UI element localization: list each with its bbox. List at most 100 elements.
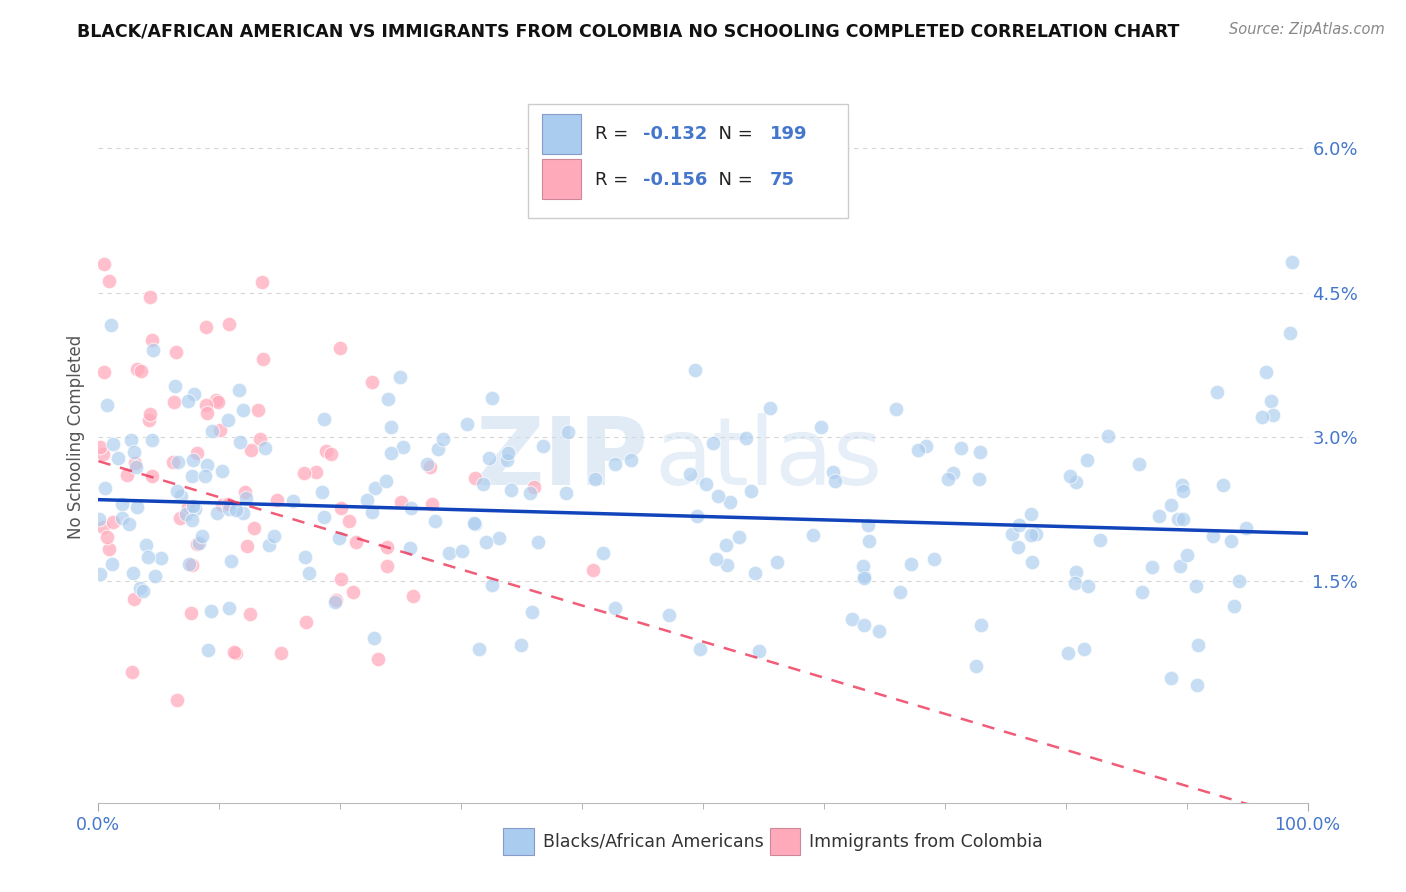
Text: Blacks/African Americans: Blacks/African Americans — [543, 832, 763, 851]
Point — [852, 618, 875, 632]
Point — [139, 407, 162, 421]
Point — [200, 425, 222, 439]
Point — [1064, 475, 1087, 489]
Point — [520, 606, 543, 620]
Point — [583, 472, 606, 486]
Point — [1223, 599, 1246, 613]
Point — [180, 558, 202, 573]
Point — [165, 378, 187, 392]
Point — [685, 363, 707, 377]
Point — [1173, 512, 1195, 526]
FancyBboxPatch shape — [769, 828, 800, 855]
Point — [415, 457, 437, 471]
Point — [170, 489, 193, 503]
Point — [766, 555, 789, 569]
Point — [748, 644, 770, 658]
Point — [1059, 469, 1081, 483]
Point — [481, 391, 503, 405]
Point — [283, 494, 305, 508]
Point — [478, 450, 501, 465]
Point — [194, 468, 217, 483]
Point — [125, 500, 148, 514]
Point — [342, 585, 364, 599]
Point — [367, 651, 389, 665]
Point — [141, 468, 163, 483]
Point — [167, 455, 190, 469]
Point — [841, 612, 863, 626]
Point — [1090, 533, 1112, 548]
Point — [195, 458, 218, 472]
Point — [330, 500, 353, 515]
Text: BLACK/AFRICAN AMERICAN VS IMMIGRANTS FROM COLOMBIA NO SCHOOLING COMPLETED CORREL: BLACK/AFRICAN AMERICAN VS IMMIGRANTS FRO… — [77, 22, 1180, 40]
Point — [232, 403, 254, 417]
Point — [420, 497, 443, 511]
Point — [93, 257, 115, 271]
Point — [1021, 554, 1043, 568]
Point — [111, 497, 134, 511]
Point — [125, 362, 148, 376]
Point — [243, 520, 266, 534]
Point — [177, 500, 200, 514]
Point — [195, 319, 218, 334]
Point — [907, 442, 929, 457]
Text: -0.156: -0.156 — [643, 170, 707, 188]
Point — [236, 539, 259, 553]
Text: R =: R = — [595, 125, 634, 143]
Point — [129, 364, 152, 378]
Point — [311, 485, 333, 500]
Point — [177, 557, 200, 571]
Point — [294, 615, 316, 629]
Point — [914, 439, 936, 453]
Point — [852, 558, 875, 573]
Point — [605, 458, 627, 472]
Point — [166, 484, 188, 499]
Point — [1263, 408, 1285, 422]
Text: Source: ZipAtlas.com: Source: ZipAtlas.com — [1229, 22, 1385, 37]
Point — [1073, 642, 1095, 657]
Point — [1167, 512, 1189, 526]
Point — [142, 343, 165, 357]
Point — [1251, 410, 1274, 425]
Point — [207, 394, 229, 409]
Point — [495, 452, 517, 467]
Point — [886, 402, 908, 417]
Point — [149, 551, 172, 566]
Point — [375, 559, 398, 574]
Text: ZIP: ZIP — [475, 413, 648, 505]
Point — [1007, 540, 1029, 554]
Point — [1173, 483, 1195, 498]
Point — [183, 386, 205, 401]
Point — [1019, 507, 1042, 521]
Point — [456, 417, 478, 432]
Point — [162, 454, 184, 468]
Point — [463, 516, 485, 530]
Point — [225, 503, 247, 517]
Point — [101, 437, 124, 451]
Point — [425, 514, 447, 528]
Point — [1076, 579, 1098, 593]
Point — [111, 511, 134, 525]
Text: 75: 75 — [769, 170, 794, 188]
Point — [218, 317, 240, 331]
Point — [165, 344, 187, 359]
Point — [377, 392, 399, 407]
Point — [180, 469, 202, 483]
Point — [319, 447, 342, 461]
Point — [401, 589, 423, 603]
Point — [527, 534, 550, 549]
Point — [211, 464, 233, 478]
Point — [1064, 565, 1087, 579]
Point — [1001, 526, 1024, 541]
Point — [305, 465, 328, 479]
Point — [257, 538, 280, 552]
Point — [197, 643, 219, 657]
Point — [101, 516, 124, 530]
Point — [1212, 478, 1234, 492]
Point — [620, 452, 643, 467]
Point — [374, 474, 396, 488]
Point — [135, 538, 157, 552]
Point — [183, 502, 205, 516]
Point — [388, 369, 411, 384]
Point — [1160, 671, 1182, 685]
Point — [856, 518, 879, 533]
